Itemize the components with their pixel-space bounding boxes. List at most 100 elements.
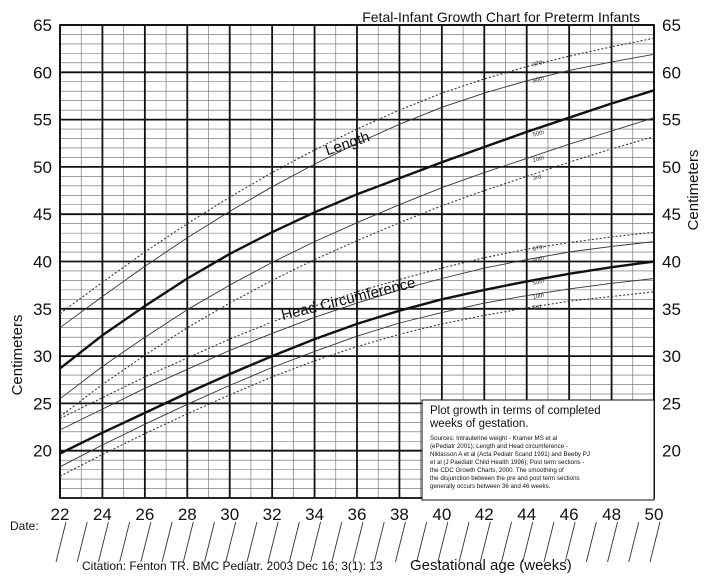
y-tick-label-right: 30 — [662, 347, 681, 366]
x-axis-label: Gestational age (weeks) — [410, 557, 572, 574]
date-slot-mark — [373, 521, 385, 563]
note-body-line-7: generally occurs between 36 and 46 weeks… — [430, 483, 551, 490]
date-slot-mark — [458, 521, 470, 563]
y-tick-label-left: 50 — [33, 158, 52, 177]
y-axis-label-left: Centimeters — [9, 315, 26, 396]
date-slot-mark — [479, 521, 491, 563]
length-3rd-curve — [59, 136, 655, 418]
date-slot-mark — [119, 521, 131, 563]
y-tick-label-right: 60 — [662, 63, 681, 82]
date-slot-mark — [522, 521, 534, 563]
note-body-line-2: (ePediatr 2001); Length and Head circumf… — [430, 443, 568, 450]
note-body-line-3: Niklasson A et al (Acta Pediatr Scand 19… — [430, 451, 590, 458]
x-tick-label: 34 — [305, 505, 324, 524]
sources-note-box: Plot growth in terms of completed weeks … — [421, 399, 655, 501]
date-slot-mark — [246, 521, 258, 563]
x-tick-label: 46 — [560, 505, 579, 524]
date-slot-mark — [310, 521, 322, 563]
x-tick-label: 24 — [93, 505, 112, 524]
chart-title: Fetal-Infant Growth Chart for Preterm In… — [362, 9, 640, 25]
length-percentile-label: 90th — [532, 76, 545, 85]
head-50th-curve — [59, 260, 655, 455]
y-tick-label-left: 30 — [33, 347, 52, 366]
date-slot-mark — [182, 521, 194, 563]
x-tick-label: 26 — [135, 505, 154, 524]
date-slot-mark — [543, 521, 555, 563]
note-box-frame — [421, 399, 655, 501]
percentile-labels: 97th 90th 50th 10th 3rd 97th 90th 50th 10th 3rd — [532, 60, 545, 312]
date-slot-mark — [97, 521, 109, 563]
x-tick-label: 42 — [475, 505, 494, 524]
note-title-line-1: Plot growth in terms of completed — [430, 405, 601, 417]
date-slot-mark — [585, 521, 597, 563]
y-tick-label-right: 35 — [662, 300, 681, 319]
length-curve-label: Length — [323, 128, 372, 159]
date-slot-mark — [628, 521, 640, 563]
length-10th-curve — [59, 117, 655, 400]
x-tick-label: 50 — [645, 505, 664, 524]
date-slot-mark — [607, 521, 619, 563]
date-slot-mark — [76, 521, 88, 563]
x-tick-label: 30 — [220, 505, 239, 524]
y-tick-label-left: 60 — [33, 63, 52, 82]
head-percentile-label: 10th — [532, 293, 545, 302]
tick-labels: 22 24 26 28 30 32 34 36 38 40 42 44 46 48 50 20 20 25 25 30… — [33, 16, 681, 524]
x-tick-label: 40 — [432, 505, 451, 524]
head-90th-curve — [59, 241, 655, 431]
x-tick-label: 44 — [517, 505, 536, 524]
date-slot-mark — [225, 521, 237, 563]
note-body-line-1: Sources: Intrauterine weight - Kramer MS… — [430, 435, 557, 442]
citation-text: Citation: Fenton TR. BMC Pediatr. 2003 D… — [82, 559, 383, 573]
date-slot-mark — [501, 521, 512, 563]
date-slot-mark — [204, 521, 215, 563]
length-90th-curve — [59, 53, 655, 329]
date-label: Date: — [10, 519, 39, 533]
y-tick-label-right: 25 — [662, 394, 681, 413]
length-percentile-label: 50th — [532, 130, 545, 139]
note-body-line-6: the disjunction between the pre and post… — [430, 475, 580, 482]
head-3rd-curve — [59, 291, 655, 477]
length-percentile-label: 3rd — [532, 174, 542, 182]
x-tick-label: 22 — [51, 505, 70, 524]
head-percentile-label: 3rd — [532, 304, 542, 312]
length-percentile-label: 10th — [532, 155, 545, 164]
y-tick-label-left: 55 — [33, 111, 52, 130]
date-slot-mark — [564, 521, 576, 563]
y-tick-label-left: 45 — [33, 205, 52, 224]
date-row: Date: — [10, 519, 661, 563]
y-tick-label-right: 45 — [662, 205, 681, 224]
length-percentile-label: 97th — [532, 60, 545, 69]
head-percentile-label: 97th — [532, 244, 545, 253]
length-50th-curve — [59, 89, 655, 370]
y-tick-label-left: 35 — [33, 300, 52, 319]
y-axis-label-right: Centimeters — [685, 150, 702, 231]
date-slot-mark — [55, 521, 67, 563]
date-slot-mark — [649, 521, 661, 563]
head-10th-curve — [59, 278, 655, 468]
x-tick-label: 32 — [263, 505, 282, 524]
y-tick-label-right: 55 — [662, 111, 681, 130]
note-body-line-5: the CDC Growth Charts, 2000. The smoothi… — [430, 467, 564, 474]
head-percentile-label: 90th — [532, 256, 545, 265]
date-slot-mark — [288, 521, 300, 563]
percentile-curves — [59, 37, 655, 477]
note-body-line-4: et al (J Paediatr Child Health 1996); Po… — [430, 459, 584, 466]
y-tick-label-right: 40 — [662, 253, 681, 272]
y-tick-label-right: 65 — [662, 16, 681, 35]
head-percentile-label: 50th — [532, 278, 545, 287]
date-slot-mark — [352, 521, 364, 563]
y-tick-label-left: 20 — [33, 442, 52, 461]
date-slot-mark — [267, 521, 279, 563]
note-title-line-2: weeks of gestation. — [429, 418, 528, 430]
y-tick-label-right: 50 — [662, 158, 681, 177]
x-tick-label: 36 — [348, 505, 367, 524]
x-tick-label: 38 — [390, 505, 409, 524]
date-slot-mark — [394, 521, 406, 563]
y-tick-label-left: 25 — [33, 394, 52, 413]
date-slot-mark — [437, 521, 449, 563]
date-slot-mark — [331, 521, 343, 563]
date-slot-mark — [416, 521, 428, 563]
date-slot-mark — [140, 521, 152, 563]
date-slot-mark — [161, 521, 173, 563]
